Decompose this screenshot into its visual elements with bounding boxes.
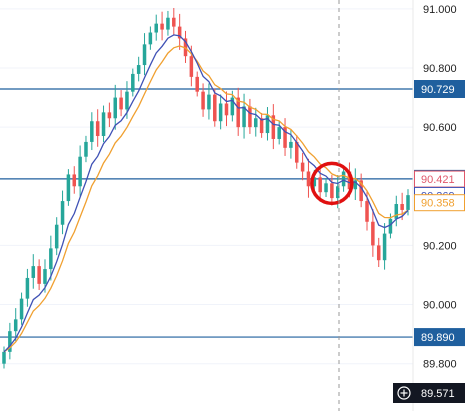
candle-body bbox=[254, 118, 258, 128]
candle-body bbox=[365, 201, 369, 222]
candle-body bbox=[195, 76, 199, 92]
ma-slow-line bbox=[3, 45, 409, 353]
y-tick-label: 91.000 bbox=[423, 4, 457, 16]
candle-body bbox=[31, 266, 36, 278]
candle-body bbox=[294, 141, 299, 163]
candle-body bbox=[359, 180, 363, 202]
candle-body bbox=[277, 127, 281, 139]
candle-body bbox=[341, 171, 346, 187]
add-icon[interactable] bbox=[397, 386, 411, 400]
candle-body bbox=[236, 97, 240, 128]
y-tick-label: 90.000 bbox=[423, 300, 457, 312]
candle-body bbox=[224, 103, 229, 116]
candle-body bbox=[125, 91, 129, 110]
candle-body bbox=[119, 97, 123, 110]
candle-body bbox=[101, 112, 106, 137]
candle-body bbox=[43, 269, 47, 284]
candle-body bbox=[54, 224, 59, 249]
crosshair-readout[interactable]: 89.571 bbox=[393, 383, 465, 403]
level-badge-label: 90.729 bbox=[421, 84, 455, 96]
candle-body bbox=[400, 204, 404, 210]
candle-body bbox=[183, 38, 188, 57]
candle-body bbox=[166, 17, 170, 30]
candle-body bbox=[13, 319, 18, 332]
crosshair-readout-label: 89.571 bbox=[421, 388, 455, 400]
price-axis: 91.000 90.800 90.600 90.200 90.000 89.800 bbox=[423, 4, 457, 371]
grid bbox=[0, 8, 413, 365]
candle-body bbox=[177, 26, 182, 39]
candle-body bbox=[324, 183, 328, 193]
candle-body bbox=[207, 94, 211, 110]
candle-body bbox=[283, 127, 287, 148]
candle-body bbox=[113, 97, 118, 119]
candle-body bbox=[259, 118, 264, 134]
candle-body bbox=[271, 115, 276, 139]
y-tick-label: 90.800 bbox=[423, 63, 457, 75]
candle-body bbox=[213, 94, 217, 122]
candle-body bbox=[95, 121, 100, 137]
candle-body bbox=[142, 44, 147, 66]
candle-body bbox=[353, 180, 358, 190]
candle-body bbox=[289, 141, 293, 148]
candle-body bbox=[318, 177, 322, 193]
y-tick-label: 90.200 bbox=[423, 240, 457, 252]
candle-body bbox=[8, 331, 12, 352]
candle-body bbox=[131, 73, 135, 92]
candle-body bbox=[148, 32, 153, 45]
candle-body bbox=[84, 141, 88, 157]
level-badge bbox=[414, 328, 465, 347]
annotation-circle bbox=[310, 161, 354, 206]
candle-body bbox=[37, 266, 41, 284]
candle-body bbox=[60, 201, 65, 225]
candle-body bbox=[136, 65, 141, 74]
candle-body bbox=[66, 174, 71, 202]
candle-body bbox=[312, 177, 317, 187]
level-badge bbox=[414, 80, 465, 99]
candle-body bbox=[189, 56, 194, 77]
candle-body bbox=[371, 221, 375, 246]
candle-body bbox=[49, 248, 53, 270]
candle-body bbox=[2, 351, 6, 364]
candle-body bbox=[230, 97, 235, 116]
candle-body bbox=[394, 204, 399, 219]
candle-body bbox=[90, 121, 94, 142]
moving-averages bbox=[3, 34, 409, 353]
candle-body bbox=[201, 91, 205, 110]
candle-body bbox=[248, 106, 252, 128]
candle-body bbox=[300, 162, 305, 172]
candle-body bbox=[78, 156, 82, 187]
candle-body bbox=[19, 298, 24, 320]
candle-body bbox=[265, 115, 270, 134]
candle-body bbox=[160, 23, 164, 30]
candle-body bbox=[306, 171, 311, 187]
y-tick-label: 89.800 bbox=[423, 359, 457, 371]
level-badge-label: 89.890 bbox=[421, 332, 455, 344]
candle-body bbox=[376, 245, 381, 261]
annotations bbox=[310, 161, 354, 206]
candlesticks bbox=[2, 7, 410, 369]
candle-body bbox=[218, 103, 223, 122]
candle-body bbox=[335, 186, 340, 199]
candle-body bbox=[406, 195, 410, 210]
candle-body bbox=[242, 106, 246, 128]
candle-body bbox=[154, 23, 158, 33]
ma-fast-line bbox=[3, 34, 409, 353]
candle-body bbox=[107, 112, 112, 119]
candle-body bbox=[72, 174, 77, 187]
candle-body bbox=[347, 171, 352, 190]
candle-body bbox=[330, 183, 334, 199]
price-badge-label: 90.421 bbox=[421, 174, 455, 186]
candle-body bbox=[25, 277, 30, 299]
candle-body bbox=[172, 17, 176, 27]
price-badge-label: 90.358 bbox=[421, 198, 455, 210]
candle-body bbox=[388, 218, 393, 234]
candle-body bbox=[382, 233, 387, 261]
price-badge bbox=[414, 194, 465, 212]
y-tick-label: 90.600 bbox=[423, 122, 457, 134]
